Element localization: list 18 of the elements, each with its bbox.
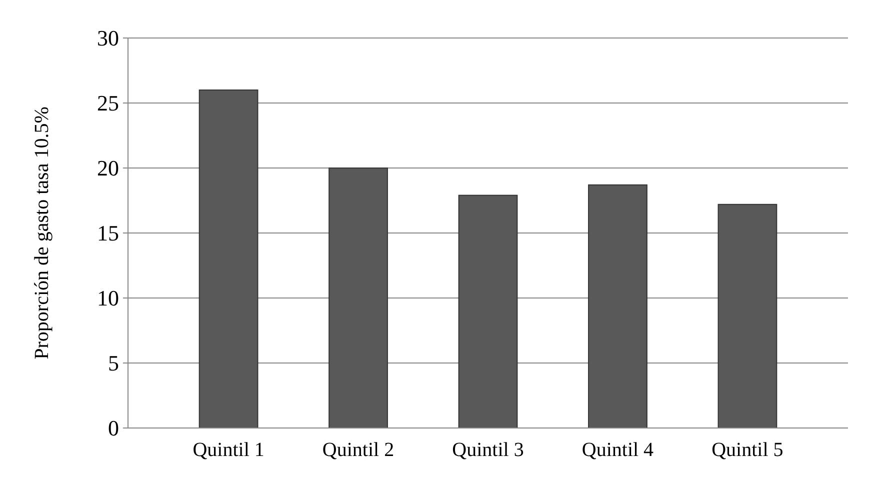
x-tick-label: Quintil 3 [452,439,524,461]
bar [458,194,518,428]
y-tick-label: 5 [108,350,119,376]
bar [328,168,388,428]
x-tick-label: Quintil 2 [322,439,394,461]
y-tick-label: 30 [97,26,119,51]
y-tick-label: 0 [108,416,119,441]
y-axis-title: Proporción de gasto tasa 10.5% [31,106,53,360]
x-tick-label: Quintil 4 [582,439,654,461]
y-tick-label: 10 [97,286,119,311]
x-tick-label: Quintil 5 [712,439,784,461]
y-tick-label: 20 [97,156,119,181]
bar [718,204,778,428]
x-tick-label: Quintil 1 [192,439,264,461]
bar [198,90,258,428]
y-tick-label: 15 [97,220,119,246]
y-tick-label: 25 [97,90,119,116]
bar [588,184,648,428]
